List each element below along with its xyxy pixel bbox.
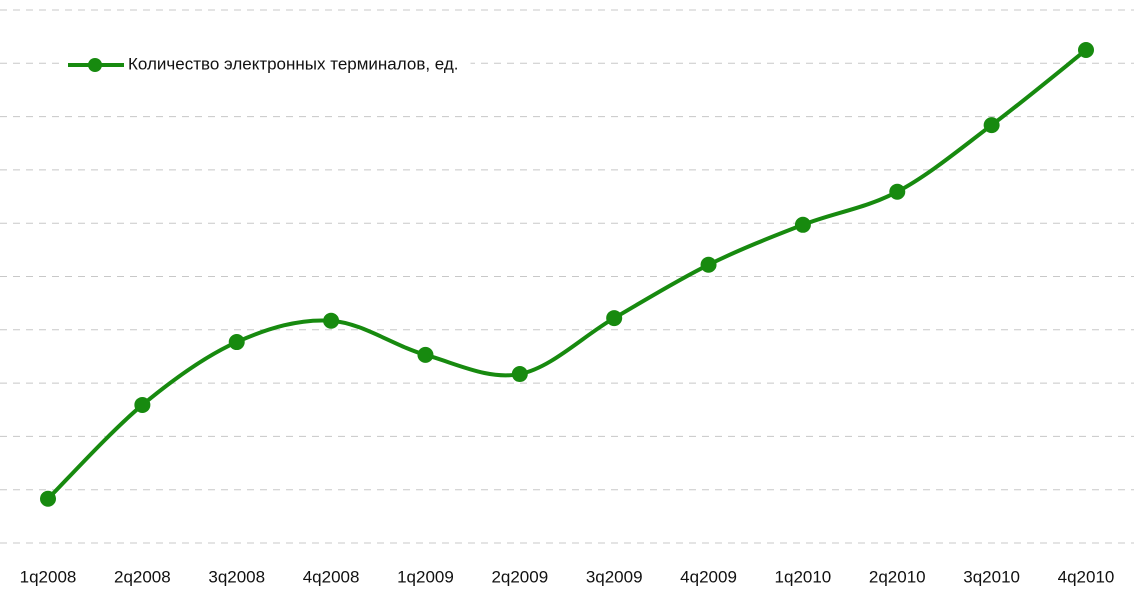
marker	[134, 396, 151, 413]
x-tick-label: 2q2009	[491, 567, 548, 586]
marker	[511, 366, 528, 383]
x-tick-label: 4q2008	[303, 567, 360, 586]
marker	[417, 346, 434, 363]
marker	[700, 256, 717, 273]
x-tick-label: 1q2010	[775, 567, 832, 586]
marker	[40, 490, 56, 507]
marker	[323, 312, 340, 329]
x-tick-label: 2q2010	[869, 567, 926, 586]
x-tick-label: 1q2008	[20, 567, 77, 586]
x-tick-label: 2q2008	[114, 567, 171, 586]
marker	[983, 117, 1000, 134]
x-tick-label: 1q2009	[397, 567, 454, 586]
legend-background	[60, 55, 471, 75]
marker	[794, 216, 811, 233]
marker	[1078, 41, 1094, 58]
marker	[606, 310, 623, 327]
legend-label: Количество электронных терминалов, ед.	[128, 54, 459, 73]
x-tick-label: 4q2010	[1058, 567, 1115, 586]
x-tick-label: 3q2009	[586, 567, 643, 586]
marker	[889, 183, 906, 200]
series-line	[46, 48, 1088, 501]
marker	[228, 334, 245, 351]
x-tick-label: 3q2008	[208, 567, 265, 586]
x-tick-label: 3q2010	[963, 567, 1020, 586]
x-tick-label: 4q2009	[680, 567, 737, 586]
legend-marker	[88, 58, 102, 72]
